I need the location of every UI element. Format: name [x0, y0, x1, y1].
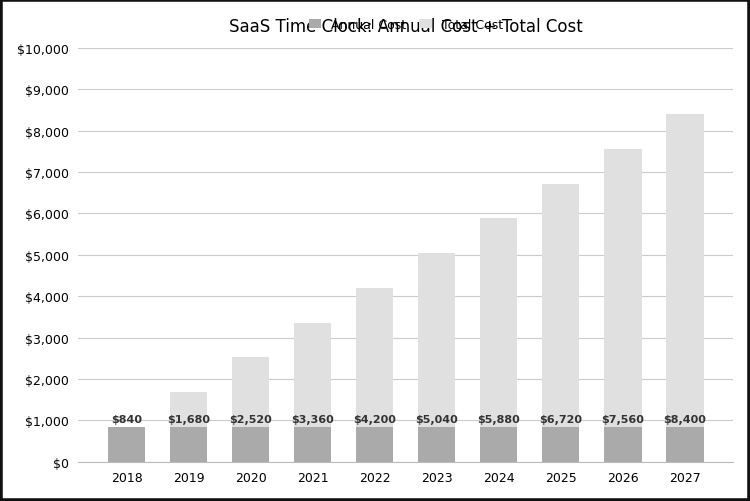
Text: $840: $840	[359, 439, 390, 449]
Bar	[170, 427, 207, 462]
Text: $840: $840	[236, 439, 266, 449]
Text: $840: $840	[173, 439, 204, 449]
Legend: Annual Cost, Total Cost: Annual Cost, Total Cost	[304, 14, 508, 37]
Text: $5,880: $5,880	[478, 414, 520, 424]
Text: $840: $840	[297, 439, 328, 449]
Text: $840: $840	[483, 439, 514, 449]
Text: $7,560: $7,560	[602, 414, 644, 424]
Bar	[108, 427, 146, 462]
Text: $4,200: $4,200	[353, 414, 396, 424]
Text: $2,520: $2,520	[230, 414, 272, 424]
Bar	[542, 184, 580, 462]
Text: $6,720: $6,720	[539, 414, 583, 424]
Text: $840: $840	[670, 439, 700, 449]
Bar	[666, 427, 704, 462]
Bar	[542, 427, 580, 462]
Bar	[604, 427, 641, 462]
Bar	[170, 392, 207, 462]
Bar	[356, 427, 394, 462]
Bar	[294, 427, 332, 462]
Text: $840: $840	[545, 439, 577, 449]
Text: $840: $840	[111, 439, 142, 449]
Text: $8,400: $8,400	[664, 414, 706, 424]
Bar	[232, 427, 269, 462]
Text: $840: $840	[111, 414, 142, 424]
Bar	[108, 427, 146, 462]
Bar	[419, 254, 455, 462]
Bar	[294, 323, 332, 462]
Text: $840: $840	[608, 439, 638, 449]
Bar	[480, 427, 518, 462]
Text: $5,040: $5,040	[416, 414, 458, 424]
Bar	[356, 289, 394, 462]
Bar	[604, 150, 641, 462]
Text: $3,360: $3,360	[291, 414, 334, 424]
Bar	[480, 219, 518, 462]
Bar	[666, 115, 704, 462]
Title: SaaS Time Clock: Annual Cost + Total Cost: SaaS Time Clock: Annual Cost + Total Cos…	[229, 19, 583, 37]
Text: $1,680: $1,680	[167, 414, 210, 424]
Bar	[419, 427, 455, 462]
Bar	[232, 358, 269, 462]
Text: $840: $840	[422, 439, 452, 449]
